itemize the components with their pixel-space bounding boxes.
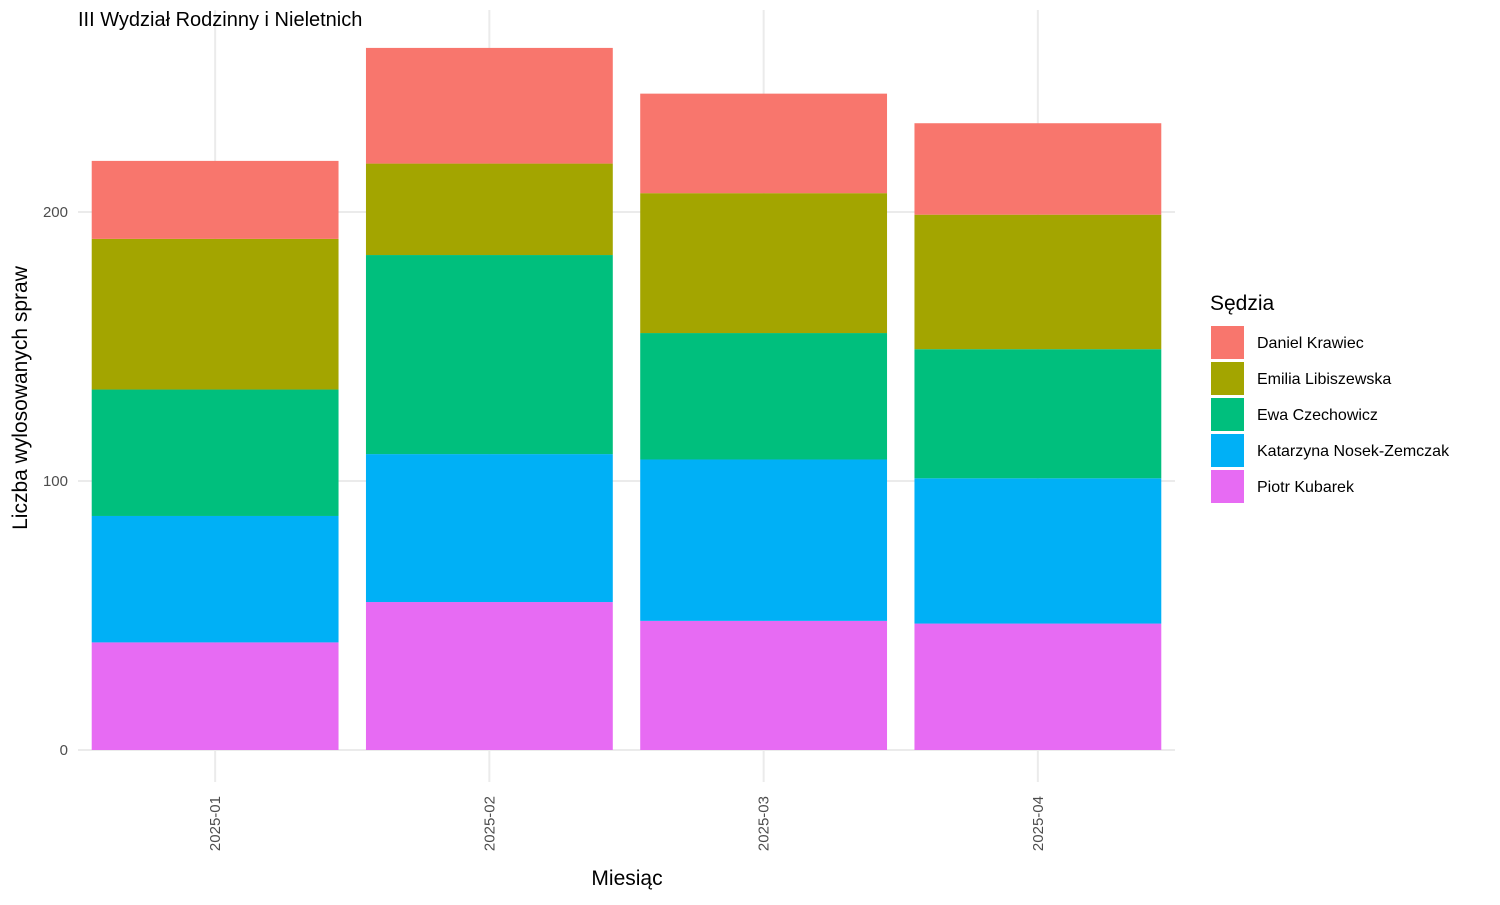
bar-segment [365,454,613,603]
bar-segment [640,333,888,460]
legend-label: Daniel Krawiec [1257,335,1364,352]
legend: Sędzia Daniel Krawiec Emilia Libiszewska E… [1210,292,1450,503]
bar-segment [914,214,1162,350]
legend-key [1211,470,1244,503]
bar-segment [365,47,613,164]
x-tick-label: 2025-01 [207,796,224,851]
legend-label: Ewa Czechowicz [1257,407,1378,424]
legend-label: Piotr Kubarek [1257,479,1355,496]
bar-segment [91,515,339,643]
bar-segment [914,123,1162,215]
bar-segment [640,193,888,334]
bar-segment [91,238,339,390]
legend-key [1211,326,1244,359]
bar-segment [91,160,339,239]
bar-segment [640,459,888,621]
legend-label: Katarzyna Nosek-Zemczak [1257,443,1450,460]
legend-key [1211,434,1244,467]
bar-segment [91,642,339,750]
y-tick-label: 100 [43,473,68,490]
bar-segment [914,623,1162,750]
bar-segment [640,620,888,750]
x-tick-label: 2025-04 [1030,796,1047,851]
bar-segment [365,602,613,750]
bar-segment [914,349,1162,479]
legend-key [1211,398,1244,431]
y-tick-label: 0 [60,742,68,759]
chart-title: III Wydział Rodzinny i Nieletnich [78,9,362,31]
bars [91,47,1162,750]
y-axis-title: Liczba wylosowanych spraw [9,265,32,530]
bar-segment [365,255,613,455]
y-tick-label: 200 [43,204,68,221]
x-axis-title: Miesiąc [591,867,662,890]
x-tick-label: 2025-02 [481,796,498,851]
bar-segment [365,163,613,256]
bar-segment [640,93,888,194]
bar-segment [91,389,339,516]
legend-key [1211,362,1244,395]
legend-title: Sędzia [1210,292,1275,315]
bar-segment [914,478,1162,624]
x-tick-label: 2025-03 [756,796,773,851]
axes: 0 100 200 2025-01 2025-02 2025-03 2025-04 [43,204,1047,851]
legend-label: Emilia Libiszewska [1257,371,1391,388]
